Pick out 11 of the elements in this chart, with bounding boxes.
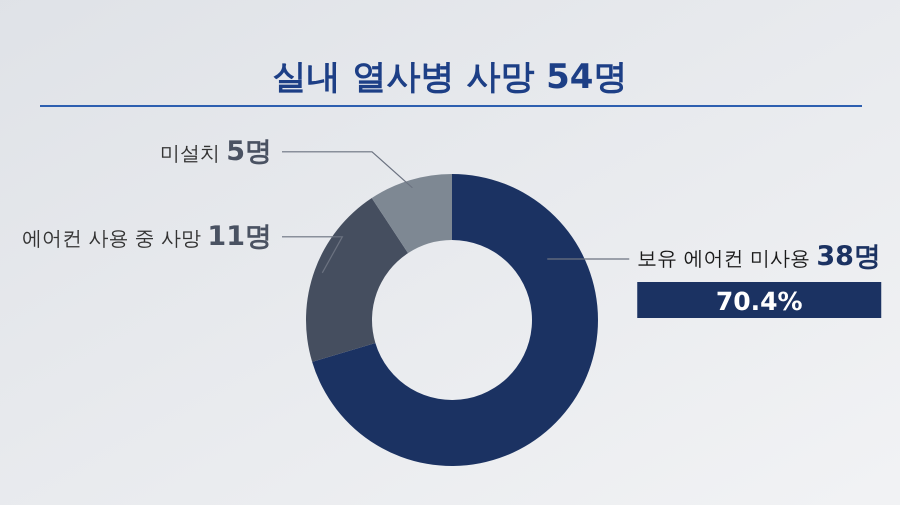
data-label: 38명 <box>816 241 881 272</box>
slice-label: 보유 에어컨 미사용 <box>637 246 816 270</box>
donut-slice <box>312 174 598 466</box>
data-label: 5명 <box>226 136 272 167</box>
donut-slice <box>306 198 408 362</box>
chart-title: 실내 열사병 사망 54명 <box>272 57 628 97</box>
slice-label: 미설치 <box>160 140 226 165</box>
text: 70.4% <box>716 287 803 316</box>
slice-label: 에어컨 사용 중 사망 <box>22 226 208 250</box>
data-label: 11명 <box>207 220 272 252</box>
donut-slice <box>372 174 452 254</box>
